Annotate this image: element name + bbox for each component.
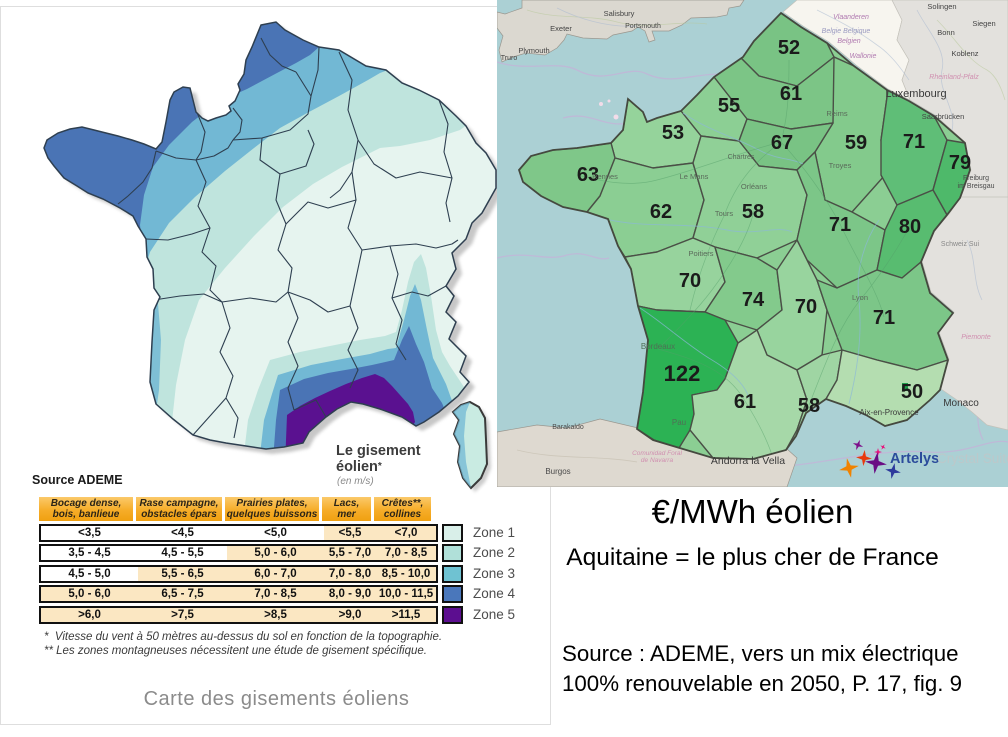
svg-text:71: 71 — [829, 214, 851, 236]
svg-text:de Navarra: de Navarra — [641, 457, 674, 464]
svg-text:Le Mans: Le Mans — [680, 172, 709, 181]
svg-text:Reims: Reims — [826, 109, 848, 118]
svg-text:74: 74 — [742, 289, 765, 311]
svg-text:67: 67 — [771, 132, 793, 154]
svg-text:Bordeaux: Bordeaux — [641, 342, 675, 351]
svg-text:Schweiz Sui: Schweiz Sui — [941, 241, 980, 248]
svg-text:Artelys: Artelys — [890, 451, 939, 467]
svg-text:Barakaldo: Barakaldo — [552, 424, 584, 431]
svg-text:Belgien: Belgien — [837, 38, 860, 45]
svg-text:Luxembourg: Luxembourg — [885, 88, 946, 100]
svg-text:52: 52 — [778, 37, 800, 59]
svg-text:Pau: Pau — [672, 418, 686, 427]
svg-text:Bonn: Bonn — [937, 28, 955, 37]
svg-text:70: 70 — [795, 296, 817, 318]
svg-text:61: 61 — [734, 391, 756, 413]
svg-text:Crystal Suite: Crystal Suite — [937, 451, 1008, 466]
svg-text:Comunidad Foral: Comunidad Foral — [632, 450, 682, 457]
svg-text:Troyes: Troyes — [829, 161, 852, 170]
svg-text:Rennes: Rennes — [592, 172, 618, 181]
svg-text:Freiburg: Freiburg — [963, 175, 989, 182]
svg-text:Monaco: Monaco — [943, 398, 979, 409]
svg-text:Orléans: Orléans — [741, 182, 768, 191]
svg-text:Salisbury: Salisbury — [604, 9, 635, 18]
svg-text:Solingen: Solingen — [927, 2, 956, 11]
svg-text:79: 79 — [949, 152, 971, 174]
svg-text:80: 80 — [899, 216, 921, 238]
svg-text:71: 71 — [903, 131, 925, 153]
svg-text:Burgos: Burgos — [545, 467, 570, 476]
svg-text:Lyon: Lyon — [852, 293, 868, 302]
svg-text:Rheinland-Pfalz: Rheinland-Pfalz — [929, 74, 979, 81]
svg-text:Exeter: Exeter — [550, 24, 572, 33]
svg-text:Piemonte: Piemonte — [961, 334, 991, 341]
svg-text:58: 58 — [742, 201, 764, 223]
svg-text:71: 71 — [873, 307, 895, 329]
svg-text:im Breisgau: im Breisgau — [958, 183, 995, 190]
svg-text:62: 62 — [650, 201, 672, 223]
svg-text:Wallonie: Wallonie — [850, 53, 877, 60]
svg-text:Truro: Truro — [501, 55, 518, 62]
svg-text:Poitiers: Poitiers — [688, 249, 713, 258]
svg-text:Chartres: Chartres — [728, 154, 755, 161]
svg-text:122: 122 — [664, 361, 701, 386]
svg-text:Andorra la Vella: Andorra la Vella — [711, 455, 785, 467]
svg-text:58: 58 — [798, 395, 820, 417]
svg-text:Belgie Belgique: Belgie Belgique — [822, 28, 871, 35]
svg-text:Plymouth: Plymouth — [518, 46, 549, 55]
svg-text:Saarbrücken: Saarbrücken — [922, 112, 965, 121]
svg-text:Koblenz: Koblenz — [951, 49, 978, 58]
svg-text:Portsmouth: Portsmouth — [625, 23, 661, 30]
svg-text:70: 70 — [679, 270, 701, 292]
svg-text:Tours: Tours — [715, 209, 734, 218]
svg-text:Siegen: Siegen — [972, 19, 995, 28]
svg-text:Aix-en-Provence: Aix-en-Provence — [859, 408, 919, 417]
svg-text:53: 53 — [662, 122, 684, 144]
svg-text:63: 63 — [577, 164, 599, 186]
svg-text:Vlaanderen: Vlaanderen — [833, 14, 869, 21]
svg-text:61: 61 — [780, 83, 802, 105]
svg-text:50: 50 — [901, 381, 923, 403]
svg-text:55: 55 — [718, 95, 740, 117]
svg-text:59: 59 — [845, 132, 867, 154]
